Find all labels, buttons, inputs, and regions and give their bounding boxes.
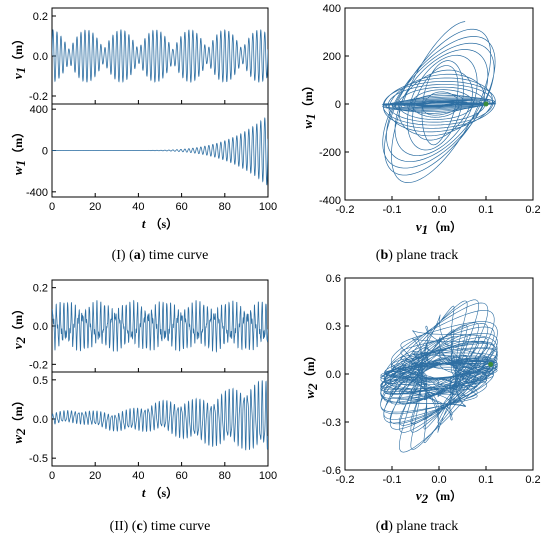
- chart-a_top: -0.2 0.0 0.2 v1（m）: [10, 7, 269, 105]
- caption-b: (b) plane track: [376, 248, 458, 263]
- x-tick-label: 0.1: [478, 204, 493, 216]
- x-tick-label: 0: [49, 470, 55, 482]
- x-tick-label: 100: [259, 201, 277, 213]
- y-tick-label: -200: [319, 147, 341, 159]
- y-tick-label: 0.0: [33, 51, 48, 63]
- y-tick-label: 0.2: [33, 283, 48, 295]
- y-axis-label: w1（m）: [300, 79, 318, 128]
- y-tick-label: 400: [323, 3, 341, 15]
- y-axis-label: w1（m）: [10, 126, 28, 175]
- series-line: [52, 380, 268, 451]
- y-tick-label: -400: [26, 187, 48, 199]
- y-tick-label: 0.2: [33, 11, 48, 23]
- y-tick-label: 0: [42, 146, 48, 158]
- y-axis-label: w2（m）: [10, 394, 28, 443]
- end-point-marker: [488, 361, 494, 367]
- x-axis-label: t （s）: [142, 216, 178, 231]
- y-tick-label: -0.5: [29, 453, 48, 465]
- y-tick-label: 400: [30, 104, 48, 116]
- x-tick-label: 0.0: [431, 474, 446, 486]
- x-tick-label: 80: [219, 201, 231, 213]
- x-tick-label: 0: [49, 201, 55, 213]
- x-tick-label: -0.1: [383, 474, 402, 486]
- x-tick-label: -0.2: [336, 204, 355, 216]
- x-axis-label: v2（m）: [416, 488, 462, 506]
- y-tick-label: 0.5: [33, 375, 48, 387]
- phase-track: [380, 299, 498, 453]
- y-tick-label: -400: [319, 195, 341, 207]
- caption-a: (I) (a) time curve: [112, 248, 209, 263]
- chart-b: -400 -200 0 200 400 -0.2 -0.1 0.0 0.1 0.2 w1（m） v1（…: [300, 3, 541, 237]
- y-axis-label: v1（m）: [10, 33, 28, 79]
- end-point-marker: [483, 101, 489, 107]
- series-line: [52, 299, 268, 353]
- plot-frame: [344, 277, 534, 471]
- x-tick-label: 0.0: [431, 204, 446, 216]
- y-axis-label: w2（m）: [302, 349, 320, 398]
- x-tick-label: 60: [175, 201, 187, 213]
- phase-track: [381, 21, 497, 183]
- chart-c_top: -0.2 0.0 0.2 v2（m）: [10, 279, 269, 373]
- caption-d: (d) plane track: [376, 519, 458, 534]
- y-tick-label: 0.0: [326, 369, 341, 381]
- x-axis-label: t （s）: [142, 485, 178, 500]
- x-tick-label: 60: [175, 470, 187, 482]
- y-tick-label: -0.3: [322, 417, 341, 429]
- x-tick-label: 20: [89, 201, 101, 213]
- plot-frame: [344, 7, 534, 201]
- y-tick-label: -0.6: [322, 465, 341, 477]
- x-tick-label: 0.1: [478, 474, 493, 486]
- y-tick-label: 200: [323, 51, 341, 63]
- y-tick-label: 0.6: [326, 273, 341, 285]
- y-tick-label: 0.0: [33, 321, 48, 333]
- y-tick-label: 0.3: [326, 321, 341, 333]
- x-tick-label: -0.1: [383, 204, 402, 216]
- series-line: [52, 28, 268, 84]
- x-tick-label: 0.2: [525, 204, 540, 216]
- x-tick-label: 40: [132, 201, 144, 213]
- x-tick-label: 0.2: [525, 474, 540, 486]
- y-tick-label: 0: [335, 99, 341, 111]
- x-tick-label: 80: [219, 470, 231, 482]
- x-tick-label: 100: [259, 470, 277, 482]
- y-tick-label: -0.2: [29, 359, 48, 371]
- x-tick-label: 20: [89, 470, 101, 482]
- x-tick-label: 40: [132, 470, 144, 482]
- caption-c: (II) (c) time curve: [110, 519, 211, 534]
- series-line: [52, 117, 268, 186]
- chart-c_bottom: -0.5 0.0 0.5 0 20 40 60 80 100 w2（m） t （s）: [10, 371, 277, 500]
- y-tick-label: -0.2: [29, 91, 48, 103]
- y-axis-label: v2（m）: [10, 303, 28, 349]
- x-tick-label: -0.2: [336, 474, 355, 486]
- chart-d: -0.6 -0.3 0.0 0.3 0.6 -0.2 -0.1 0.0 0.1 0.2 w2（m） v…: [302, 273, 541, 506]
- x-axis-label: v1（m）: [416, 219, 462, 237]
- y-tick-label: 0.0: [33, 414, 48, 426]
